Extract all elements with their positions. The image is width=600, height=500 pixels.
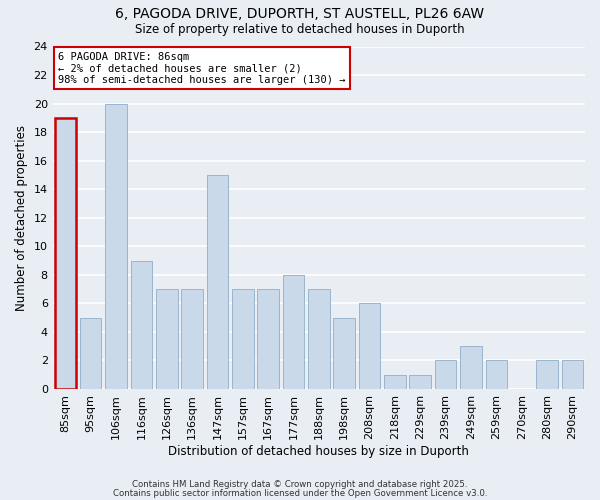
Bar — [206, 175, 228, 389]
Bar — [308, 289, 329, 389]
Text: Contains HM Land Registry data © Crown copyright and database right 2025.: Contains HM Land Registry data © Crown c… — [132, 480, 468, 489]
Bar — [359, 304, 380, 389]
Y-axis label: Number of detached properties: Number of detached properties — [15, 124, 28, 310]
Bar — [257, 289, 279, 389]
Bar — [131, 260, 152, 389]
Bar — [181, 289, 203, 389]
Bar — [562, 360, 583, 389]
Bar — [232, 289, 254, 389]
Text: 6 PAGODA DRIVE: 86sqm
← 2% of detached houses are smaller (2)
98% of semi-detach: 6 PAGODA DRIVE: 86sqm ← 2% of detached h… — [58, 52, 346, 85]
Bar — [435, 360, 457, 389]
Bar — [485, 360, 507, 389]
X-axis label: Distribution of detached houses by size in Duporth: Distribution of detached houses by size … — [169, 444, 469, 458]
Bar — [536, 360, 558, 389]
Text: 6, PAGODA DRIVE, DUPORTH, ST AUSTELL, PL26 6AW: 6, PAGODA DRIVE, DUPORTH, ST AUSTELL, PL… — [115, 8, 485, 22]
Bar — [156, 289, 178, 389]
Bar — [460, 346, 482, 389]
Bar — [384, 374, 406, 389]
Bar — [105, 104, 127, 389]
Text: Contains public sector information licensed under the Open Government Licence v3: Contains public sector information licen… — [113, 488, 487, 498]
Bar — [334, 318, 355, 389]
Bar — [409, 374, 431, 389]
Bar — [283, 275, 304, 389]
Bar — [80, 318, 101, 389]
Bar — [55, 118, 76, 389]
Text: Size of property relative to detached houses in Duporth: Size of property relative to detached ho… — [135, 22, 465, 36]
